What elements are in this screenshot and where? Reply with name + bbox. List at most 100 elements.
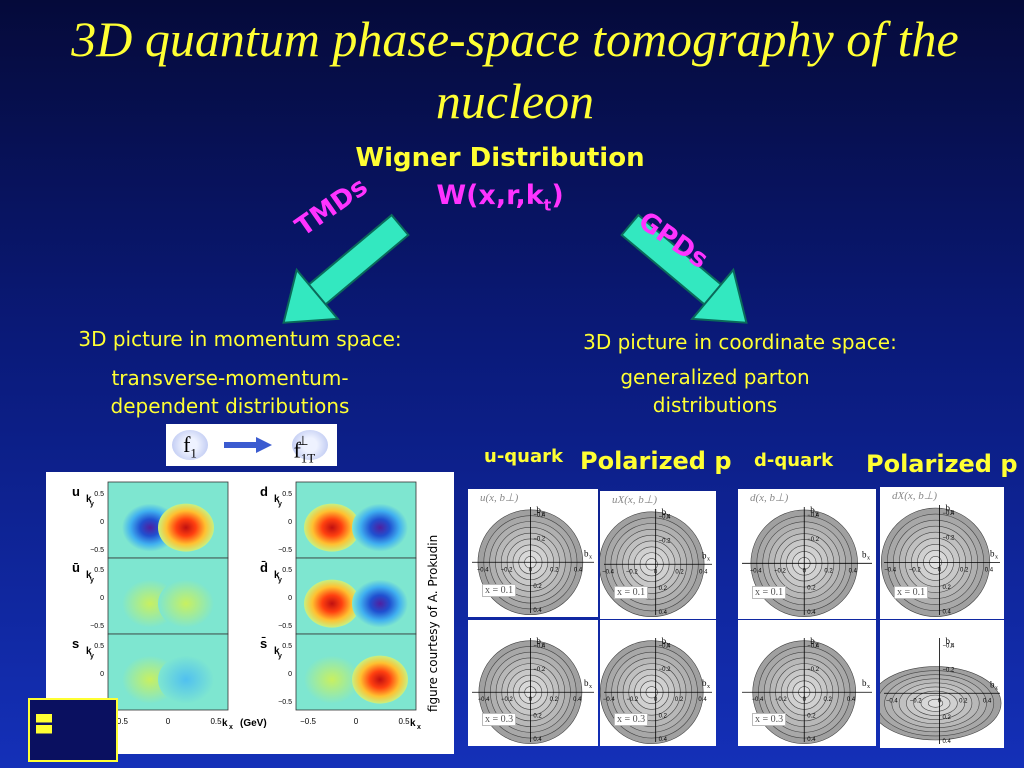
d-polarized-label: Polarized p (866, 450, 1018, 478)
gpd-x-value-label: x = 0.1 (752, 586, 787, 599)
gpd-x-axis-sub: x (589, 554, 592, 560)
gpd-y-axis-sub: y (815, 511, 818, 517)
gpd-x-tick: −0.4 (751, 697, 764, 703)
gpd-y-tick: 0.2 (807, 714, 816, 720)
gpd-x-axis-sub: x (867, 555, 870, 561)
gpds-arrow-icon (620, 213, 748, 324)
gpd-x-tick: 0.4 (699, 569, 708, 575)
gpd-y-axis-var: b (536, 505, 541, 515)
gpd-y-tick: −0.2 (943, 667, 956, 673)
f1t-sub: 1T (300, 450, 316, 466)
gpd-panel-title: d(x, b⊥) (750, 492, 789, 504)
f1-symbol: f1 (172, 430, 208, 460)
gpd-x-tick: 0.2 (960, 567, 969, 573)
gpd-y-tick: −0.4 (659, 515, 672, 521)
gpd-y-axis-sub: y (815, 642, 818, 648)
f1-sub: 1 (190, 445, 197, 461)
gpd-x-tick: −0.4 (602, 569, 615, 575)
tmd-x-axis-var: k (222, 718, 228, 729)
gpd-x-tick: 0.4 (849, 568, 858, 574)
tmd-y-tick: 0.5 (94, 567, 104, 574)
gpd-x-axis-sub: x (995, 685, 998, 691)
tmd-y-tick: −0.5 (278, 623, 292, 630)
gpd-contour-svg: −0.40.4−0.20.20 0.2−0.20.4−0.4b yb x (600, 507, 712, 618)
gpd-x-tick: −0.2 (501, 567, 514, 573)
tmd-y-axis-var: k (86, 494, 92, 505)
tmd-y-tick: 0 (288, 595, 292, 602)
tmd-blob (352, 655, 408, 704)
gpd-x-tick: −0.2 (909, 567, 922, 573)
gpd-y-tick: 0.2 (533, 584, 542, 590)
tmd-blob (158, 579, 214, 628)
gpd-x-tick: 0.2 (675, 569, 684, 575)
gpd-y-tick: −0.4 (807, 643, 820, 649)
gpd-y-tick: −0.2 (943, 536, 956, 542)
tmd-y-tick: 0.5 (94, 643, 104, 650)
gpd-x-axis-var: b (990, 679, 995, 689)
gpd-y-tick: −0.2 (807, 537, 820, 543)
tmd-x-axis-sub: x (229, 724, 233, 731)
gpd-contour-svg: −0.40.4−0.20.20 0.2−0.20.4−0.4b yb x (472, 636, 594, 745)
logo-mark-icon (36, 714, 52, 742)
gpd-x-tick: 0.2 (550, 567, 559, 573)
tmd-x-axis-sub: x (417, 724, 421, 731)
tmd-x-tick: 0 (354, 717, 359, 726)
gpd-x-axis-var: b (862, 678, 867, 688)
gpd-panel-title: uX(x, b⊥) (612, 494, 658, 506)
gpd-y-tick: −0.2 (807, 667, 820, 673)
gpd-x-tick: −0.4 (884, 567, 897, 573)
tmd-y-tick: 0.5 (282, 643, 292, 650)
gpd-panel: −0.4 0.4 −0.2 0.2 0 0.2 −0.2 0.4 −0.4 b y b x u(x, b⊥… (468, 489, 598, 617)
tmd-blob (304, 503, 360, 552)
gpd-panel-title: u(x, b⊥) (480, 492, 519, 504)
gpd-x-tick: 0.4 (573, 697, 582, 703)
gpd-y-tick: 0.4 (807, 737, 816, 743)
gpd-y-axis-sub: y (667, 513, 670, 519)
gpd-x-tick: −0.2 (626, 697, 639, 703)
tmd-y-axis-sub: y (278, 501, 282, 508)
tmd-row-label: d (260, 484, 268, 499)
tmd-y-tick: 0.5 (282, 491, 292, 498)
f-function-box: f1 f1T⊥ (166, 424, 337, 466)
gpd-x-tick: −0.2 (501, 697, 514, 703)
tmd-y-tick: −0.5 (278, 699, 292, 706)
momentum-heading: 3D picture in momentum space: (78, 327, 402, 351)
gpd-panel: −0.4 0.4 −0.2 0.2 0 0.2 −0.2 0.4 −0.4 b y b x x = 0.3 (600, 620, 716, 746)
gpd-y-tick: −0.4 (533, 643, 546, 649)
gpd-x-value-label: x = 0.3 (752, 713, 787, 726)
u-polarized-label: Polarized p (580, 447, 732, 475)
figure-credit: figure courtesy of A. Prokudin (426, 534, 440, 712)
gpd-panel: −0.4 0.4 −0.2 0.2 0 0.2 −0.2 0.4 −0.4 b y b x d(x, b⊥… (738, 489, 876, 619)
gpd-x-tick: −0.2 (910, 698, 923, 704)
tmd-y-tick: −0.5 (90, 623, 104, 630)
gpd-y-axis-sub: y (541, 642, 544, 648)
wigner-formula-close: ) (551, 180, 564, 211)
gpd-y-tick: −0.2 (533, 667, 546, 673)
tmd-row-label: s (72, 636, 79, 651)
d-quark-label: d-quark (754, 450, 834, 471)
tmd-y-tick: 0 (288, 519, 292, 526)
f1t-sup: ⊥ (297, 433, 309, 448)
gpd-y-tick: −0.2 (659, 667, 672, 673)
tmd-y-axis-sub: y (278, 653, 282, 660)
gpd-contour-svg: −0.40.4−0.20.20 0.2−0.20.4−0.4b yb x (600, 636, 712, 745)
right-arrow-icon (224, 437, 272, 453)
gpd-x-tick: −0.4 (603, 697, 616, 703)
gpd-y-tick: −0.2 (659, 538, 672, 544)
tmd-y-tick: 0 (100, 595, 104, 602)
tmd-row-label: u (72, 484, 80, 499)
tmds-arrow-icon (282, 213, 410, 324)
gpd-x-tick: −0.4 (477, 567, 490, 573)
tmd-x-tick: −0.5 (112, 717, 128, 726)
gpd-y-axis-sub: y (541, 511, 544, 517)
tmd-x-axis-var: k (410, 718, 416, 729)
tmd-y-axis-var: k (274, 494, 280, 505)
gpd-contour-svg: −0.40.4−0.20.20 0.2−0.20.4−0.4b yb x (880, 636, 1002, 745)
u-quark-label: u-quark (484, 446, 563, 467)
gpd-x-tick: 0 (654, 697, 658, 703)
gpd-x-tick: 0 (938, 567, 942, 573)
gpd-x-tick: −0.2 (775, 697, 788, 703)
tmd-x-tick: −0.5 (300, 717, 316, 726)
gpd-y-axis-var: b (810, 636, 815, 646)
gpd-y-tick: −0.2 (533, 536, 546, 542)
